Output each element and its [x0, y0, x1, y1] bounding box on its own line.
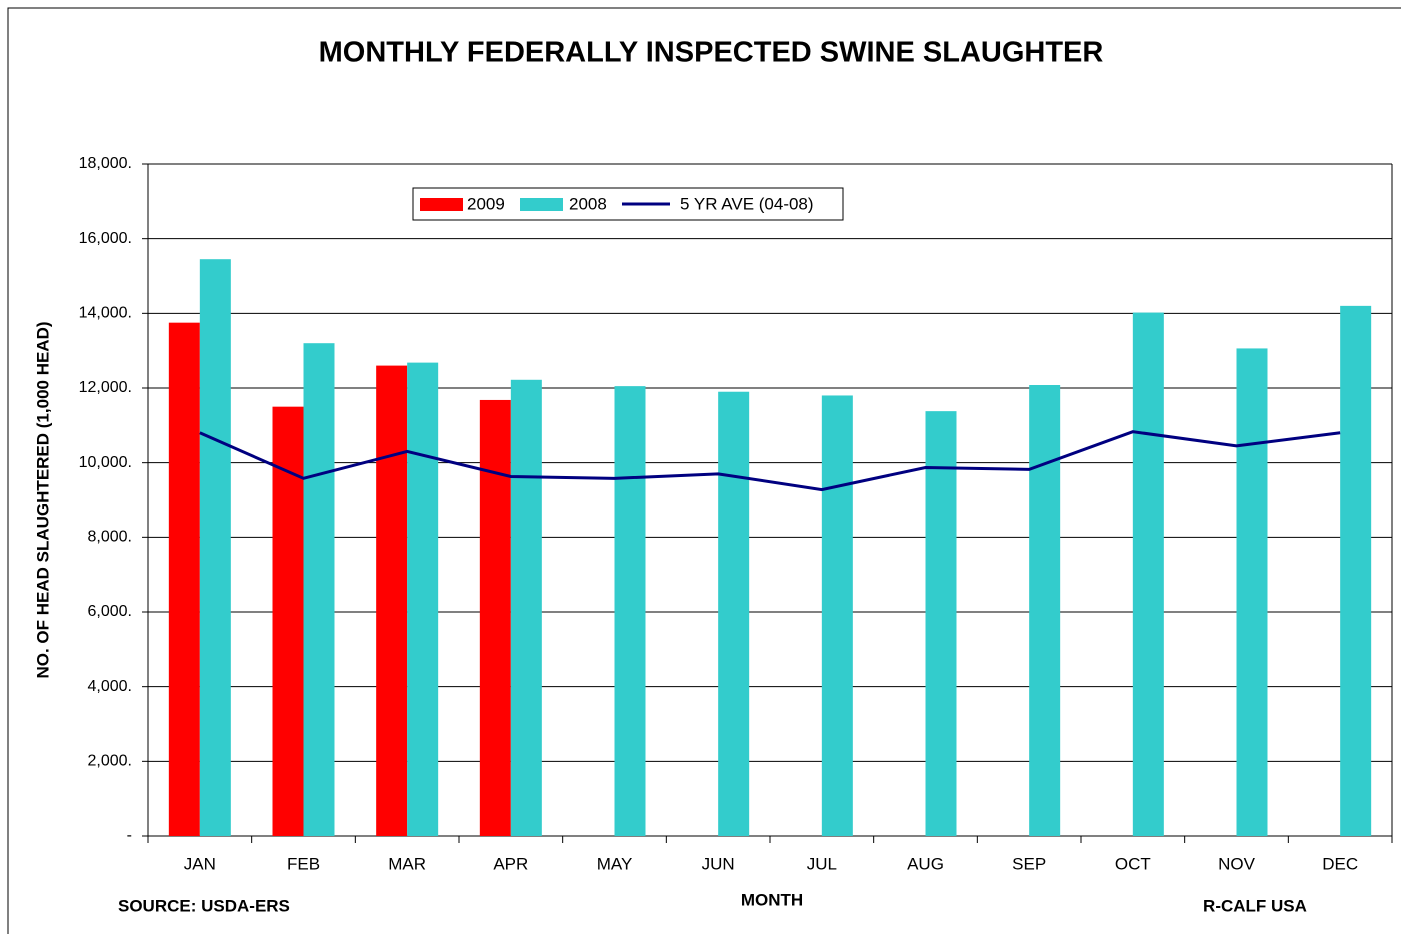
- x-tick-label: SEP: [1012, 854, 1046, 873]
- y-tick-label: -: [127, 827, 132, 844]
- y-tick-label: 16,000.: [79, 230, 132, 247]
- bar: [510, 379, 542, 836]
- plot-area: [148, 164, 1392, 836]
- bar: [821, 395, 853, 836]
- y-tick-label: 18,000.: [79, 155, 132, 172]
- chart-title: MONTHLY FEDERALLY INSPECTED SWINE SLAUGH…: [319, 37, 1104, 69]
- frame: [7, 7, 1401, 934]
- credit: R-CALF USA: [1203, 896, 1307, 915]
- line: [199, 430, 1341, 492]
- y-tick-label: 6,000.: [88, 603, 132, 620]
- legend-swatch: [420, 198, 463, 211]
- legend-label: 2008: [569, 194, 607, 213]
- bar: [718, 391, 750, 836]
- legend-swatch: [520, 198, 563, 211]
- bar: [925, 411, 957, 836]
- y-tick-label: 10,000.: [79, 454, 132, 471]
- bar: [1132, 312, 1164, 836]
- bar: [1236, 348, 1268, 836]
- x-tick-label: JUL: [807, 854, 837, 873]
- bar: [272, 406, 304, 836]
- y-tick-label: 2,000.: [88, 753, 132, 770]
- x-tick-label: APR: [493, 854, 528, 873]
- x-tick-label: OCT: [1115, 854, 1151, 873]
- y-tick-label: 14,000.: [79, 305, 132, 322]
- bar: [168, 322, 200, 837]
- y-axis-label: NO. OF HEAD SLAUGHTERED (1,000 HEAD): [33, 321, 52, 678]
- bar: [614, 386, 646, 836]
- x-tick-label: DEC: [1322, 854, 1358, 873]
- x-tick-label: FEB: [287, 854, 320, 873]
- bar: [199, 259, 231, 836]
- source: SOURCE: USDA-ERS: [118, 896, 290, 915]
- legend-label: 5 YR AVE (04-08): [680, 194, 814, 213]
- x-tick-label: MAY: [597, 854, 633, 873]
- y-tick-label: 8,000.: [88, 529, 132, 546]
- x-axis-label: MONTH: [741, 890, 803, 909]
- bar: [1340, 305, 1372, 836]
- bar: [407, 362, 439, 836]
- x-tick-label: JUN: [702, 854, 735, 873]
- bar: [303, 343, 335, 836]
- x-tick-label: MAR: [388, 854, 426, 873]
- x-tick-label: NOV: [1218, 854, 1256, 873]
- legend-label: 2009: [467, 194, 505, 213]
- y-tick-label: 4,000.: [88, 678, 132, 695]
- bar: [1029, 385, 1061, 836]
- bar: [479, 399, 511, 836]
- x-tick-label: AUG: [907, 854, 944, 873]
- y-tick-label: 12,000.: [79, 379, 132, 396]
- bar: [376, 365, 408, 836]
- x-tick-label: JAN: [184, 854, 216, 873]
